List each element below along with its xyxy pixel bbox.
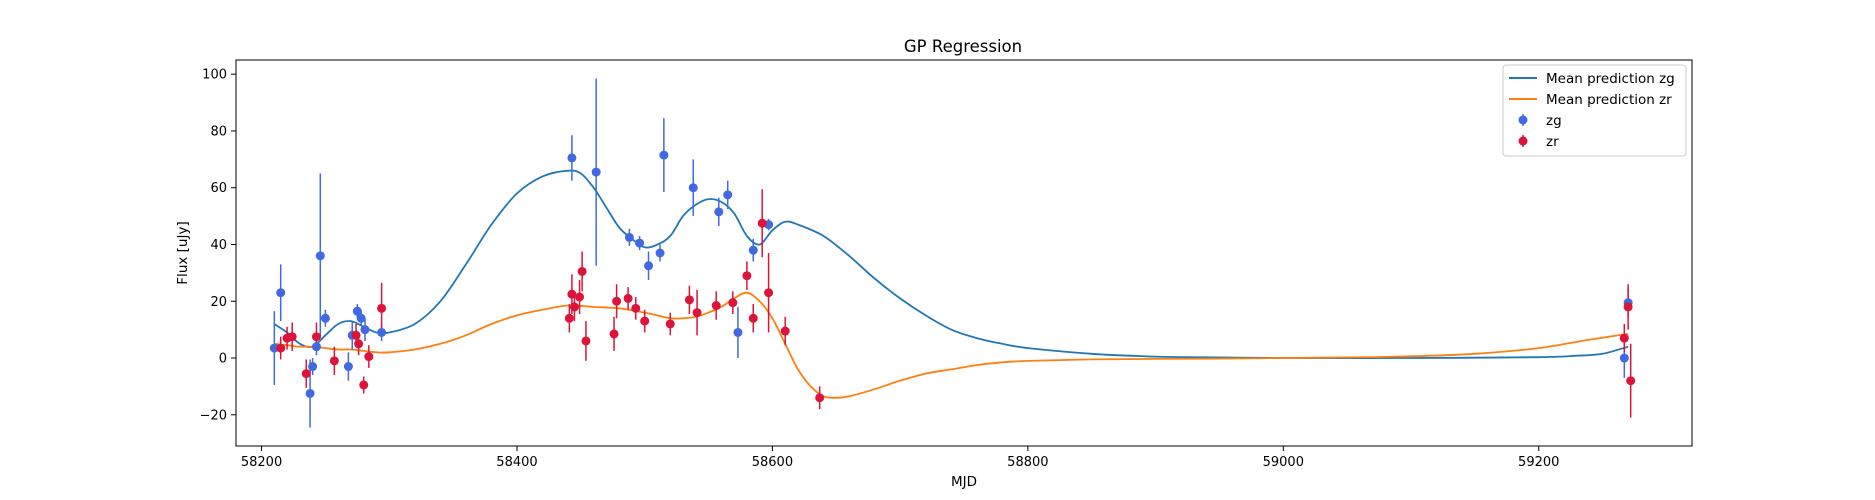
chart-title: GP Regression (904, 37, 1022, 56)
zr-point (311, 332, 321, 342)
zr-point (780, 326, 790, 336)
zr-point (276, 343, 286, 353)
legend-marker-zg (1518, 115, 1528, 125)
x-axis-label: MJD (951, 474, 977, 490)
zg-point (567, 153, 577, 163)
zr-point (631, 303, 641, 313)
zg-point (311, 342, 321, 352)
zg-point (748, 245, 758, 255)
zg-point (320, 313, 330, 323)
axes-frame (235, 59, 1693, 447)
y-tick-label: 0 (219, 352, 227, 367)
y-axis-label: Flux [uJy] (175, 221, 191, 284)
y-tick-label: 60 (210, 181, 227, 196)
plot-area (269, 78, 1636, 428)
zr-point (377, 303, 387, 313)
x-tick-label: 59200 (1518, 455, 1559, 470)
zg-point (688, 183, 698, 193)
legend-label-mean-zg: Mean prediction zg (1546, 71, 1675, 87)
y-tick-label: 100 (202, 68, 227, 83)
zg-point (659, 150, 669, 160)
zg-point (305, 388, 315, 398)
x-tick-label: 58400 (496, 455, 537, 470)
zr-point (728, 298, 738, 308)
zg-point (377, 327, 387, 337)
zg-point (624, 232, 634, 242)
zr-point (564, 313, 574, 323)
zg-point (723, 190, 733, 200)
y-tick-label: 80 (210, 124, 227, 139)
x-tick-label: 59000 (1263, 455, 1304, 470)
zr-point (1623, 302, 1633, 312)
data-points (269, 150, 1636, 403)
zr-point (757, 218, 767, 228)
y-axis-ticks: −20 0 20 40 60 80 100 (200, 68, 236, 423)
legend: Mean prediction zg Mean prediction zr zg… (1502, 64, 1687, 157)
zr-point (665, 319, 675, 329)
zg-point (352, 306, 362, 316)
zr-point (581, 336, 591, 346)
legend-frame (1502, 64, 1687, 157)
zr-point (684, 295, 694, 305)
legend-label-zg: zg (1546, 113, 1562, 129)
zg-point (315, 251, 325, 261)
x-tick-label: 58200 (241, 455, 282, 470)
zr-point (623, 293, 633, 303)
zr-point (711, 301, 721, 311)
zr-point (1626, 376, 1636, 386)
zg-point (308, 362, 318, 372)
zr-point (575, 292, 585, 302)
zr-point (329, 356, 339, 366)
zr-point (301, 369, 311, 379)
zr-point (748, 313, 758, 323)
zg-point (343, 362, 353, 372)
zr-point (354, 339, 364, 349)
zg-point (276, 288, 286, 298)
zr-point (640, 316, 650, 326)
legend-label-mean-zr: Mean prediction zr (1546, 92, 1672, 108)
mean-prediction-zg-line (273, 169, 1629, 360)
zr-point (577, 266, 587, 276)
zr-point (569, 302, 579, 312)
zr-point (764, 288, 774, 298)
zg-point (655, 248, 665, 258)
zr-point (815, 393, 825, 403)
zr-point (364, 352, 374, 362)
zr-point (609, 329, 619, 339)
zg-point (1619, 353, 1629, 363)
zr-point (287, 332, 297, 342)
zg-point (269, 343, 279, 353)
zr-point (359, 380, 369, 390)
zg-point (733, 327, 743, 337)
zr-point (351, 330, 361, 340)
legend-label-zr: zr (1546, 134, 1559, 150)
zg-point (360, 325, 370, 335)
zg-point (644, 261, 654, 271)
x-tick-label: 58600 (752, 455, 793, 470)
zg-point (356, 313, 366, 323)
x-tick-label: 58800 (1007, 455, 1048, 470)
zg-point (714, 207, 724, 217)
zg-point (591, 167, 601, 177)
y-tick-label: 40 (210, 238, 227, 253)
zr-point (1619, 333, 1629, 343)
legend-marker-zr (1518, 136, 1528, 146)
x-axis-ticks: 58200 58400 58600 58800 59000 59200 (241, 446, 1559, 470)
zr-point (692, 308, 702, 318)
y-tick-label: 20 (210, 295, 227, 310)
zr-point (567, 289, 577, 299)
zr-point (612, 296, 622, 306)
zr-point (742, 271, 752, 281)
y-tick-label: −20 (200, 408, 227, 423)
zg-point (635, 238, 645, 248)
